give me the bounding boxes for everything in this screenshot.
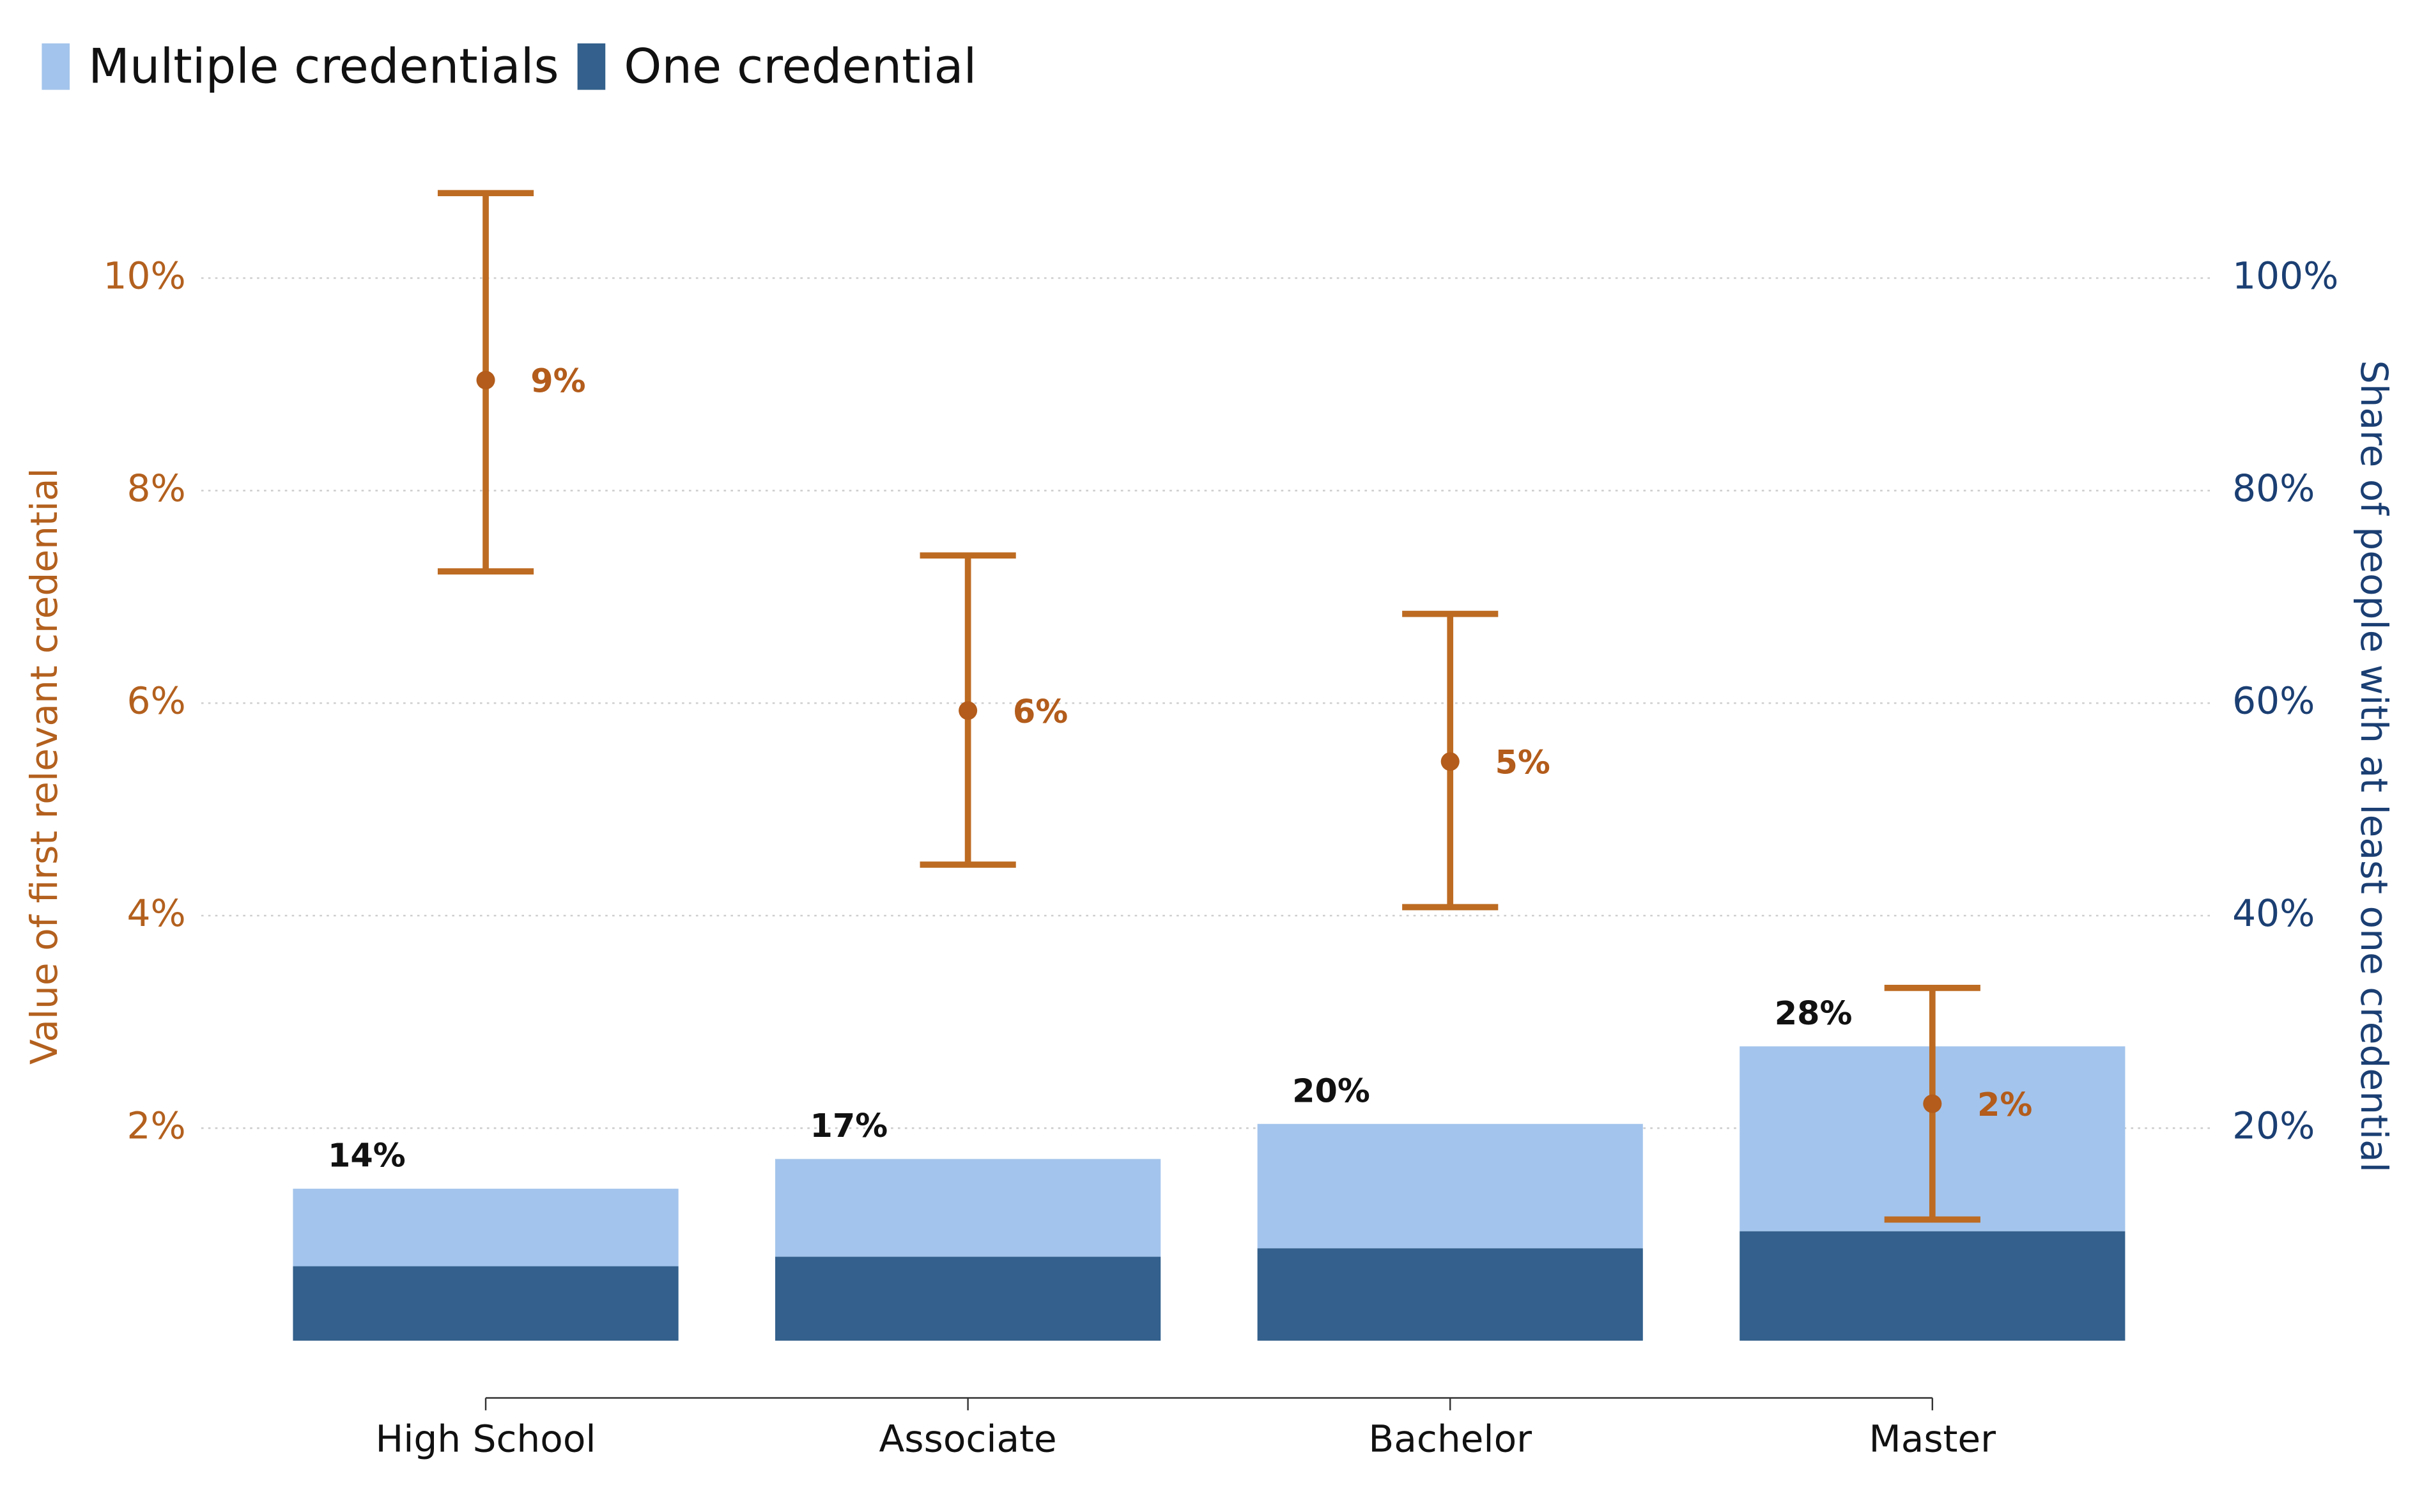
total-label: 17% bbox=[810, 1107, 888, 1145]
y2-tick-label: 20% bbox=[2232, 1104, 2315, 1147]
x-tick-label: Associate bbox=[879, 1417, 1057, 1460]
point bbox=[476, 371, 495, 390]
point-label: 6% bbox=[1013, 693, 1068, 730]
point-label: 9% bbox=[530, 362, 585, 400]
legend-label: One credential bbox=[624, 38, 976, 95]
y-tick-label: 6% bbox=[127, 679, 185, 722]
x-tick-label: Bachelor bbox=[1368, 1417, 1532, 1460]
bar-segment bbox=[293, 1266, 679, 1341]
point bbox=[1440, 752, 1460, 771]
y-tick-label: 2% bbox=[127, 1104, 185, 1147]
point-label: 2% bbox=[1977, 1086, 2032, 1123]
bar-segment bbox=[1257, 1248, 1643, 1341]
total-label: 14% bbox=[328, 1137, 406, 1175]
y-tick-label: 10% bbox=[103, 254, 185, 297]
point bbox=[1923, 1094, 1942, 1113]
y2-tick-label: 40% bbox=[2232, 891, 2315, 935]
x-tick-label: Master bbox=[1869, 1417, 1996, 1460]
bar-segment bbox=[1740, 1231, 2126, 1341]
y-tick-label: 8% bbox=[127, 467, 185, 510]
y2-tick-label: 60% bbox=[2232, 679, 2315, 722]
x-tick-label: High School bbox=[376, 1417, 596, 1460]
legend-swatch bbox=[42, 43, 70, 90]
bar-segment bbox=[293, 1189, 679, 1267]
y-tick-label: 4% bbox=[127, 891, 185, 935]
bar-segment bbox=[775, 1159, 1161, 1257]
point bbox=[959, 701, 978, 720]
y-axis-label: Value of first relevant credential bbox=[22, 468, 66, 1065]
total-label: 20% bbox=[1292, 1072, 1370, 1109]
legend-label: Multiple credentials bbox=[88, 38, 559, 95]
y2-tick-label: 100% bbox=[2232, 254, 2338, 297]
point-label: 5% bbox=[1495, 744, 1550, 782]
legend-swatch bbox=[577, 43, 606, 90]
y2-axis-label: Share of people with at least one creden… bbox=[2352, 360, 2396, 1173]
y2-tick-label: 80% bbox=[2232, 467, 2315, 510]
bar-segment bbox=[1257, 1123, 1643, 1249]
bar-segment bbox=[775, 1256, 1161, 1341]
total-label: 28% bbox=[1775, 994, 1853, 1032]
